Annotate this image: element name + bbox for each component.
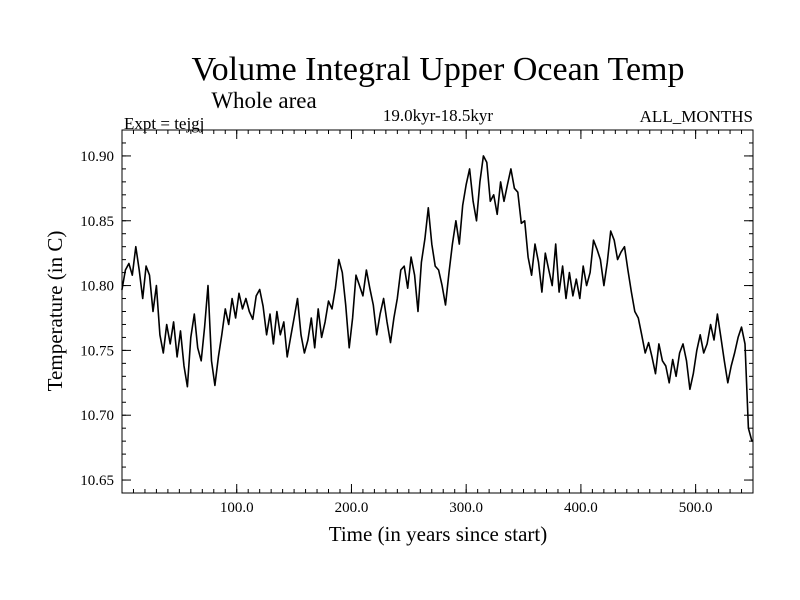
x-axis-label: Time (in years since start) (329, 522, 548, 546)
y-tick-label: 10.75 (80, 343, 114, 359)
major-ticks (122, 130, 753, 493)
minor-ticks (122, 130, 753, 493)
y-tick-label: 10.80 (80, 279, 114, 295)
y-tick-label: 10.65 (80, 473, 114, 489)
x-tick-label: 400.0 (564, 500, 598, 516)
experiment-label: Expt = tejgj (124, 114, 204, 133)
temperature-series-line (121, 155, 753, 442)
y-tick-label: 10.70 (80, 408, 114, 424)
chart-subtitle: Whole area (211, 88, 316, 113)
x-tick-label: 300.0 (449, 500, 483, 516)
y-axis-label: Temperature (in C) (43, 231, 67, 392)
period-label: 19.0kyr-18.5kyr (383, 106, 493, 125)
y-tick-label: 10.85 (80, 214, 114, 230)
months-label: ALL_MONTHS (640, 107, 753, 126)
x-tick-label: 200.0 (335, 500, 369, 516)
x-tick-label: 500.0 (679, 500, 713, 516)
y-tick-label: 10.90 (80, 149, 114, 165)
x-tick-label: 100.0 (220, 500, 254, 516)
chart-title: Volume Integral Upper Ocean Temp (192, 51, 685, 88)
tick-labels: 100.0 200.0 300.0 400.0 500.0 10.65 10.70 10.75… (80, 149, 712, 516)
plot-frame (121, 129, 754, 494)
